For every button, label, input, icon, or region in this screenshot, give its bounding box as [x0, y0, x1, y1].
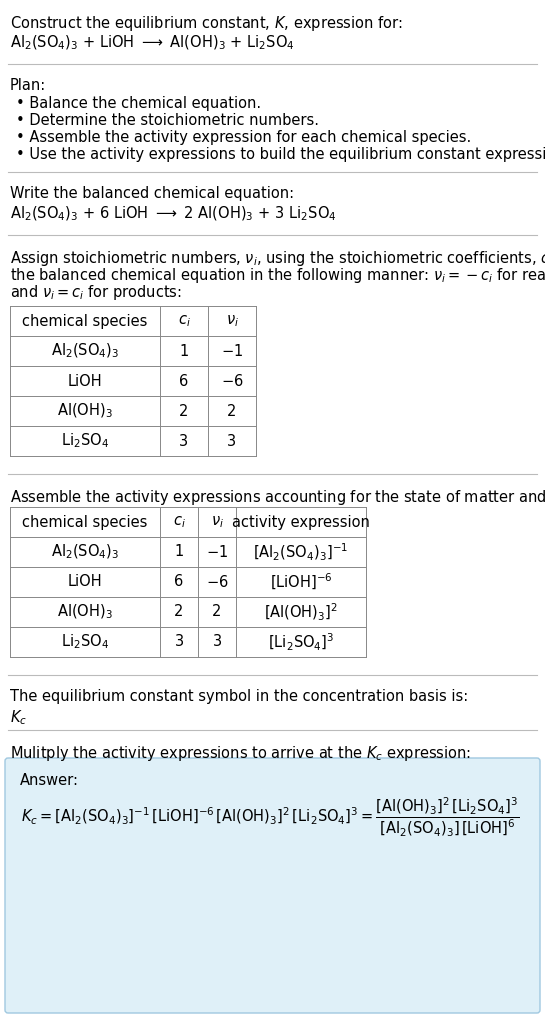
Text: $-6$: $-6$	[205, 574, 228, 590]
Bar	[10, 306, 256, 456]
Text: LiOH: LiOH	[68, 574, 102, 589]
Text: $\mathrm{Al_2(SO_4)_3}$ + LiOH $\longrightarrow$ $\mathrm{Al(OH)_3}$ + $\mathrm{: $\mathrm{Al_2(SO_4)_3}$ + LiOH $\longrig…	[10, 34, 295, 52]
Text: The equilibrium constant symbol in the concentration basis is:: The equilibrium constant symbol in the c…	[10, 689, 468, 704]
Text: $\mathrm{Al_2(SO_4)_3}$: $\mathrm{Al_2(SO_4)_3}$	[51, 342, 119, 360]
Text: 3: 3	[213, 634, 222, 649]
Text: • Determine the stoichiometric numbers.: • Determine the stoichiometric numbers.	[16, 113, 319, 128]
Text: Assemble the activity expressions accounting for the state of matter and $\nu_i$: Assemble the activity expressions accoun…	[10, 488, 545, 507]
Text: $K_c = [\mathrm{Al_2(SO_4)_3}]^{-1}\,[\mathrm{LiOH}]^{-6}\,[\mathrm{Al(OH)_3}]^{: $K_c = [\mathrm{Al_2(SO_4)_3}]^{-1}\,[\m…	[21, 795, 519, 839]
Text: 6: 6	[174, 574, 184, 589]
Text: $\mathrm{Al(OH)_3}$: $\mathrm{Al(OH)_3}$	[57, 603, 113, 621]
Text: $[\mathrm{Al_2(SO_4)_3}]^{-1}$: $[\mathrm{Al_2(SO_4)_3}]^{-1}$	[253, 542, 349, 563]
Text: 2: 2	[179, 403, 189, 418]
Text: 3: 3	[179, 434, 189, 449]
Text: $\mathrm{Al_2(SO_4)_3}$: $\mathrm{Al_2(SO_4)_3}$	[51, 543, 119, 561]
Text: $\mathrm{Al_2(SO_4)_3}$ + 6 LiOH $\longrightarrow$ 2 $\mathrm{Al(OH)_3}$ + 3 $\m: $\mathrm{Al_2(SO_4)_3}$ + 6 LiOH $\longr…	[10, 205, 337, 223]
Text: Construct the equilibrium constant, $K$, expression for:: Construct the equilibrium constant, $K$,…	[10, 14, 403, 33]
Text: 2: 2	[213, 605, 222, 620]
Text: Plan:: Plan:	[10, 78, 46, 93]
Text: • Balance the chemical equation.: • Balance the chemical equation.	[16, 96, 261, 111]
Text: $\mathrm{Li_2SO_4}$: $\mathrm{Li_2SO_4}$	[61, 432, 109, 450]
Text: the balanced chemical equation in the following manner: $\nu_i = -c_i$ for react: the balanced chemical equation in the fo…	[10, 266, 545, 285]
Text: $-1$: $-1$	[206, 544, 228, 560]
Text: $K_c$: $K_c$	[10, 708, 27, 727]
Text: $\nu_i$: $\nu_i$	[210, 514, 223, 529]
Text: LiOH: LiOH	[68, 374, 102, 389]
Text: chemical species: chemical species	[22, 514, 148, 529]
Text: Answer:: Answer:	[20, 773, 79, 788]
Text: $-1$: $-1$	[221, 343, 243, 359]
Text: chemical species: chemical species	[22, 314, 148, 329]
Text: • Assemble the activity expression for each chemical species.: • Assemble the activity expression for e…	[16, 130, 471, 145]
Text: $[\mathrm{Li_2SO_4}]^{3}$: $[\mathrm{Li_2SO_4}]^{3}$	[268, 631, 334, 653]
Text: $c_i$: $c_i$	[178, 314, 190, 329]
Text: 2: 2	[174, 605, 184, 620]
Text: 1: 1	[174, 545, 184, 560]
Text: and $\nu_i = c_i$ for products:: and $\nu_i = c_i$ for products:	[10, 283, 182, 302]
Text: 3: 3	[227, 434, 237, 449]
Text: 2: 2	[227, 403, 237, 418]
Text: Write the balanced chemical equation:: Write the balanced chemical equation:	[10, 186, 294, 201]
Text: $c_i$: $c_i$	[173, 514, 185, 529]
Text: $[\mathrm{LiOH}]^{-6}$: $[\mathrm{LiOH}]^{-6}$	[270, 572, 332, 592]
Text: $-6$: $-6$	[221, 373, 243, 389]
Text: 1: 1	[179, 343, 189, 358]
Text: $\nu_i$: $\nu_i$	[226, 314, 239, 329]
Text: Mulitply the activity expressions to arrive at the $K_c$ expression:: Mulitply the activity expressions to arr…	[10, 744, 471, 764]
Text: 6: 6	[179, 374, 189, 389]
Text: • Use the activity expressions to build the equilibrium constant expression.: • Use the activity expressions to build …	[16, 147, 545, 162]
Text: 3: 3	[174, 634, 184, 649]
Text: $\mathrm{Al(OH)_3}$: $\mathrm{Al(OH)_3}$	[57, 402, 113, 420]
Text: activity expression: activity expression	[232, 514, 370, 529]
Bar	[10, 507, 366, 657]
Text: $\mathrm{Li_2SO_4}$: $\mathrm{Li_2SO_4}$	[61, 632, 109, 652]
FancyBboxPatch shape	[5, 758, 540, 1013]
Text: Assign stoichiometric numbers, $\nu_i$, using the stoichiometric coefficients, $: Assign stoichiometric numbers, $\nu_i$, …	[10, 249, 545, 268]
Text: $[\mathrm{Al(OH)_3}]^{2}$: $[\mathrm{Al(OH)_3}]^{2}$	[264, 602, 338, 623]
